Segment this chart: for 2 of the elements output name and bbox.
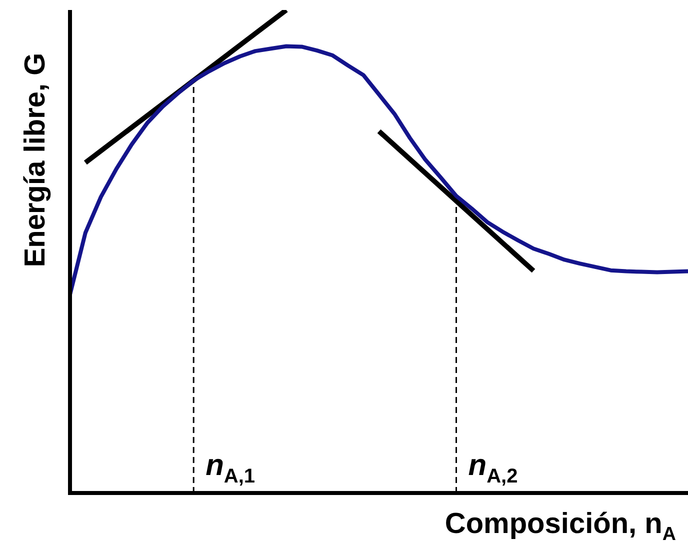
y-axis-title: Energía libre, G [20,52,52,268]
x-axis-title: Composición, n$_{A}$ [444,508,676,545]
